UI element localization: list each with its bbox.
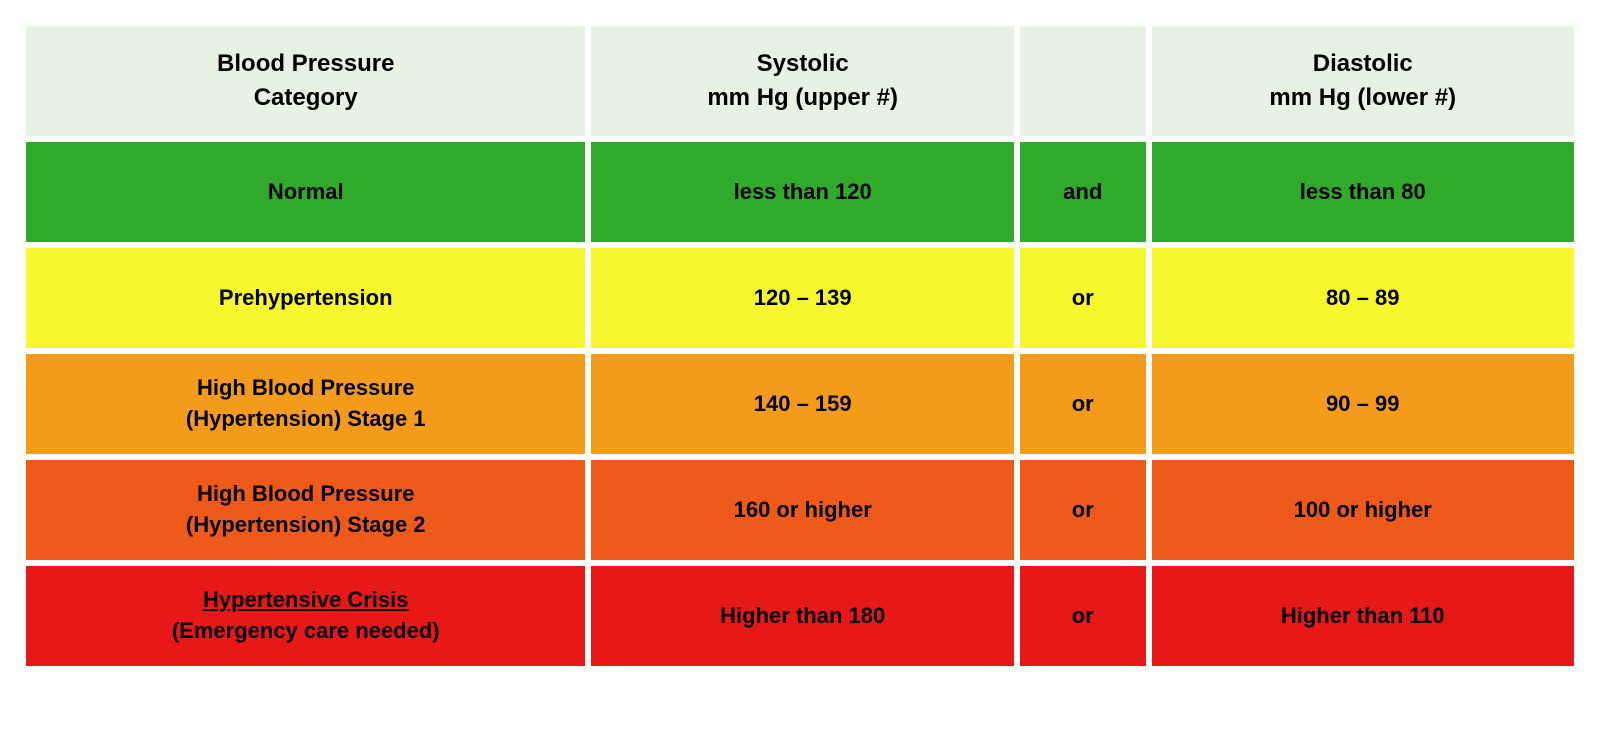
cell-diastolic: Higher than 110	[1152, 566, 1574, 666]
cell-diastolic: 90 – 99	[1152, 354, 1574, 454]
cell-diastolic: 100 or higher	[1152, 460, 1574, 560]
row-stage1: High Blood Pressure (Hypertension) Stage…	[26, 354, 1574, 454]
cell-category: Normal	[26, 142, 585, 242]
header-diastolic-l1: Diastolic	[1313, 50, 1413, 77]
header-category-l1: Blood Pressure	[217, 50, 394, 77]
header-systolic-l2: mm Hg (upper #)	[707, 84, 898, 111]
row-crisis: Hypertensive Crisis (Emergency care need…	[26, 566, 1574, 666]
cell-systolic: less than 120	[591, 142, 1013, 242]
header-diastolic: Diastolic mm Hg (lower #)	[1152, 26, 1574, 136]
header-systolic-l1: Systolic	[757, 50, 849, 77]
cell-systolic: 160 or higher	[591, 460, 1013, 560]
cell-conj: or	[1020, 354, 1146, 454]
row-normal: Normal less than 120 and less than 80	[26, 142, 1574, 242]
cell-conj: and	[1020, 142, 1146, 242]
cell-category: Hypertensive Crisis (Emergency care need…	[26, 566, 585, 666]
cell-category-l2: (Hypertension) Stage 2	[186, 512, 426, 537]
cell-category-l1: High Blood Pressure	[197, 375, 415, 400]
cell-category-l2: (Hypertension) Stage 1	[186, 406, 426, 431]
header-diastolic-l2: mm Hg (lower #)	[1269, 84, 1456, 111]
cell-diastolic: 80 – 89	[1152, 248, 1574, 348]
header-category: Blood Pressure Category	[26, 26, 585, 136]
cell-conj: or	[1020, 460, 1146, 560]
cell-category: High Blood Pressure (Hypertension) Stage…	[26, 354, 585, 454]
cell-systolic: 140 – 159	[591, 354, 1013, 454]
cell-category-sub: (Emergency care needed)	[172, 618, 440, 643]
bp-table: Blood Pressure Category Systolic mm Hg (…	[20, 20, 1580, 672]
cell-systolic: 120 – 139	[591, 248, 1013, 348]
cell-conj: or	[1020, 248, 1146, 348]
cell-category-l1: High Blood Pressure	[197, 481, 415, 506]
cell-category-title: Hypertensive Crisis	[203, 587, 408, 612]
cell-category: Prehypertension	[26, 248, 585, 348]
header-category-l2: Category	[254, 84, 358, 111]
header-row: Blood Pressure Category Systolic mm Hg (…	[26, 26, 1574, 136]
cell-systolic: Higher than 180	[591, 566, 1013, 666]
cell-category: High Blood Pressure (Hypertension) Stage…	[26, 460, 585, 560]
row-prehypertension: Prehypertension 120 – 139 or 80 – 89	[26, 248, 1574, 348]
row-stage2: High Blood Pressure (Hypertension) Stage…	[26, 460, 1574, 560]
header-conj	[1020, 26, 1146, 136]
cell-diastolic: less than 80	[1152, 142, 1574, 242]
header-systolic: Systolic mm Hg (upper #)	[591, 26, 1013, 136]
cell-conj: or	[1020, 566, 1146, 666]
